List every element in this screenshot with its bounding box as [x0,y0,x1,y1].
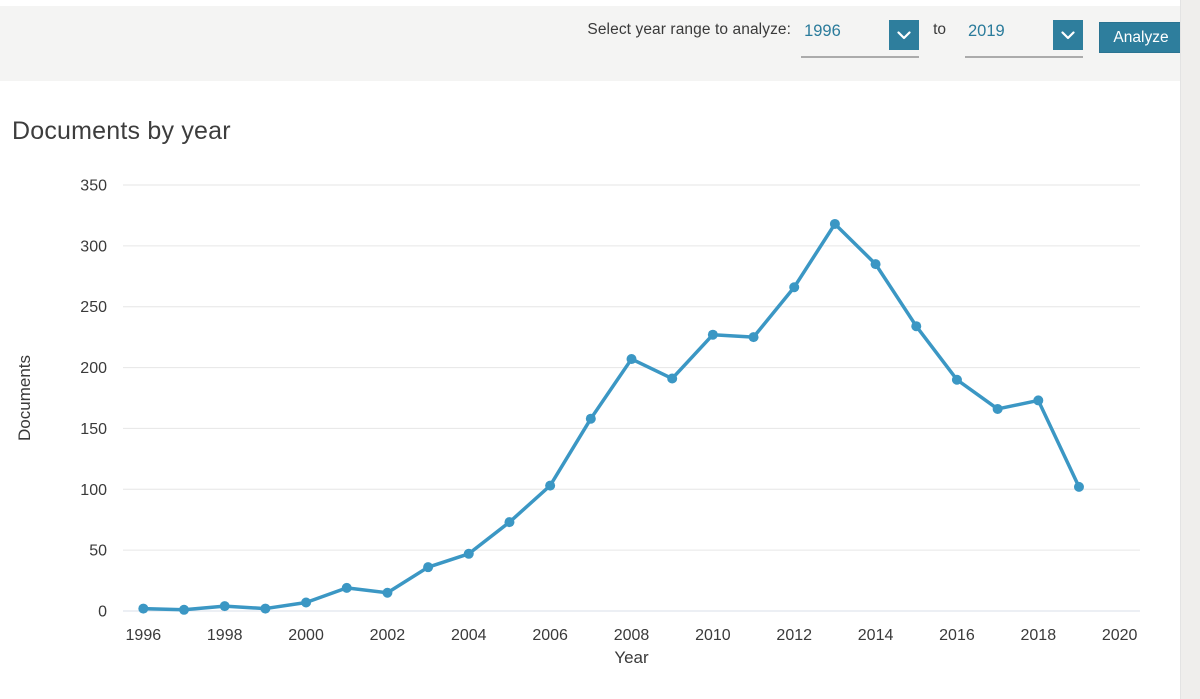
x-tick-label: 2018 [1021,627,1057,644]
data-point-marker [829,218,840,229]
y-tick-label: 350 [80,178,107,195]
data-point-marker [789,282,800,293]
top-white-strip [0,0,1200,6]
x-tick-label: 2012 [776,627,812,644]
data-point-marker [504,517,515,528]
data-point-marker [870,259,881,270]
data-point-marker [585,413,596,424]
x-tick-label: 2014 [858,627,894,644]
x-tick-label: 2000 [288,627,324,644]
year-range-controls: Select year range to analyze: 1996 to 20… [587,14,1183,58]
y-tick-label: 0 [98,604,107,621]
dropdown-underline [965,56,1083,58]
year-range-label: Select year range to analyze: [587,21,792,38]
x-tick-label: 2004 [451,627,487,644]
data-point-marker [545,480,556,491]
data-point-marker [707,329,718,340]
x-tick-label: 1996 [126,627,162,644]
y-tick-label: 100 [80,482,107,499]
data-point-marker [1033,395,1044,406]
data-point-marker [992,403,1003,414]
data-point-marker [260,603,271,614]
x-tick-label: 2020 [1102,627,1138,644]
y-tick-label: 150 [80,421,107,438]
data-point-marker [951,374,962,385]
data-point-marker [911,321,922,332]
year-to-value: 2019 [968,22,1005,40]
x-axis-title: Year [614,648,649,667]
data-point-marker [748,332,759,343]
year-from-dropdown[interactable]: 1996 [801,14,920,64]
data-point-marker [1073,481,1084,492]
y-tick-label: 200 [80,360,107,377]
data-point-marker [382,587,393,598]
data-point-marker [219,601,230,612]
data-point-marker [179,604,190,615]
chart-title: Documents by year [12,117,231,145]
x-tick-label: 1998 [207,627,243,644]
data-point-marker [423,562,434,573]
y-tick-label: 300 [80,238,107,255]
year-to-dropdown[interactable]: 2019 [965,14,1083,64]
series-line [141,222,1081,612]
data-point-marker [667,373,678,384]
year-from-value: 1996 [804,22,841,40]
to-label: to [933,21,946,38]
vertical-scrollbar[interactable] [1180,0,1200,699]
dropdown-underline [801,56,920,58]
chevron-down-icon[interactable] [889,20,920,50]
analyze-header-bar: Select year range to analyze: 1996 to 20… [0,6,1200,81]
y-tick-label: 250 [80,299,107,316]
x-tick-label: 2010 [695,627,731,644]
data-point-marker [341,582,352,593]
analyze-button[interactable]: Analyze [1099,22,1183,53]
x-tick-label: 2006 [532,627,568,644]
x-tick-label: 2002 [370,627,406,644]
x-tick-label: 2016 [939,627,975,644]
y-tick-label: 50 [89,543,107,560]
data-point-marker [301,597,312,608]
data-point-marker [463,548,474,559]
chevron-down-icon[interactable] [1053,20,1083,50]
data-point-marker [138,603,149,614]
x-tick-label: 2008 [614,627,650,644]
data-point-marker [626,354,637,365]
y-axis-title: Documents [15,355,34,441]
